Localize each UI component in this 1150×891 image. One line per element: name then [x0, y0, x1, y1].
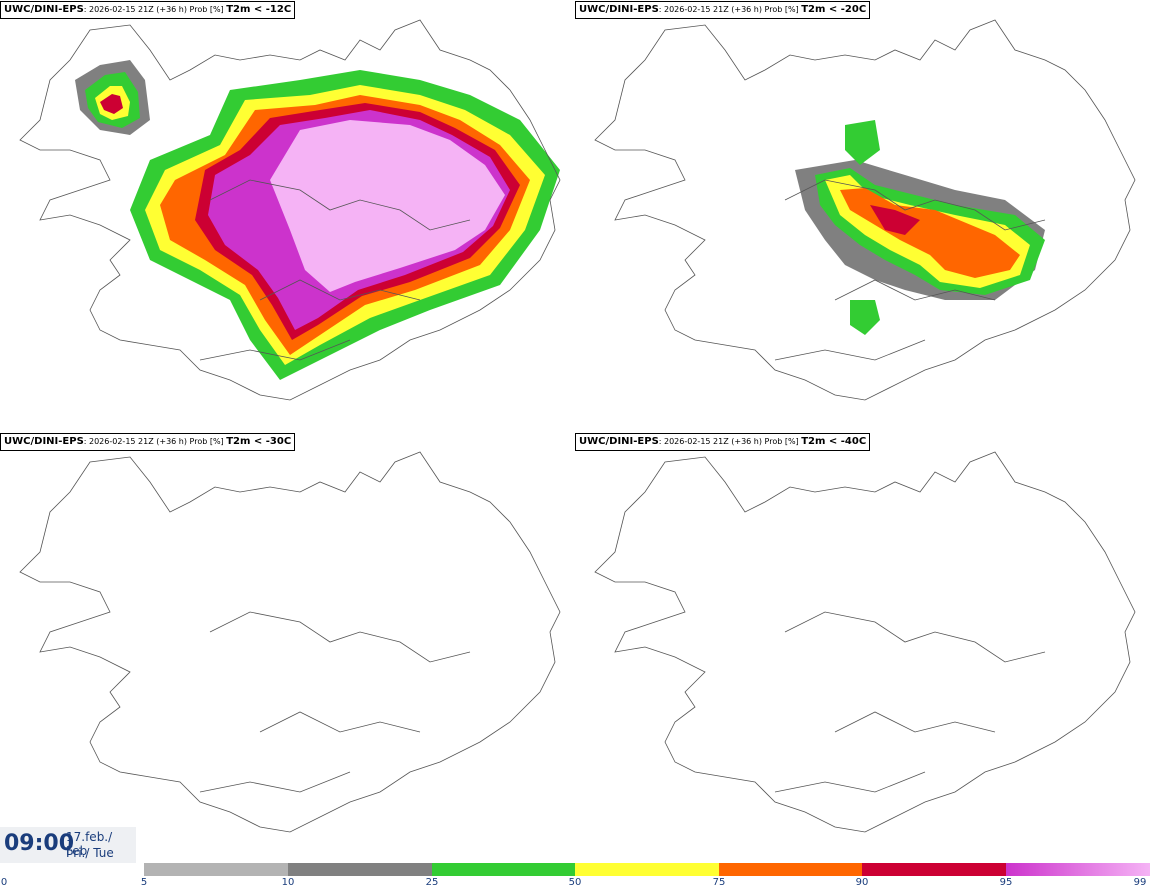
colorbar-tick: 10 [281, 877, 295, 888]
iceland-map [19, 19, 561, 401]
colorbar-tick: 25 [425, 877, 439, 888]
panel-title: UWC/DINI-EPS: 2026-02-15 21Z (+36 h) Pro… [575, 433, 871, 451]
valid-date-line1: 17.feb./ Feb [66, 830, 113, 858]
colorbar-segment [0, 863, 144, 876]
colorbar-segment [862, 863, 1006, 876]
panel-title: UWC/DINI-EPS: 2026-02-15 21Z (+36 h) Pro… [575, 1, 871, 19]
colorbar-segment [575, 863, 719, 876]
valid-time-clock: 09:00 [4, 831, 75, 856]
threshold-label: T2m < -30C [226, 436, 292, 447]
probability-field [795, 120, 1045, 335]
probability-field [75, 60, 560, 380]
run-description: : 2026-02-15 21Z (+36 h) Prob [%] [83, 437, 227, 446]
valid-date-line2: Þri./ Tue [66, 846, 114, 860]
iceland-map [594, 19, 1136, 401]
model-name: UWC/DINI-EPS [4, 436, 84, 447]
iceland-coastline [594, 19, 1136, 401]
map-panel-t2m-30: UWC/DINI-EPS: 2026-02-15 21Z (+36 h) Pro… [0, 432, 575, 862]
panel-title: UWC/DINI-EPS: 2026-02-15 21Z (+36 h) Pro… [0, 433, 296, 451]
iceland-coastline [19, 19, 561, 401]
threshold-label: T2m < -40C [801, 436, 867, 447]
model-name: UWC/DINI-EPS [579, 4, 659, 15]
run-description: : 2026-02-15 21Z (+36 h) Prob [%] [658, 437, 802, 446]
colorbar-tick: 75 [712, 877, 726, 888]
threshold-label: T2m < -12C [226, 4, 292, 15]
colorbar-segment [432, 863, 575, 876]
iceland-coastline [19, 451, 561, 833]
model-name: UWC/DINI-EPS [579, 436, 659, 447]
colorbar-tick: 0 [0, 877, 8, 888]
model-name: UWC/DINI-EPS [4, 4, 84, 15]
colorbar-segment [719, 863, 862, 876]
colorbar-segment [144, 863, 288, 876]
iceland-map [594, 451, 1136, 833]
valid-time-box: 09:00 17.feb./ Feb Þri./ Tue [0, 827, 136, 863]
run-description: : 2026-02-15 21Z (+36 h) Prob [%] [658, 5, 802, 14]
colorbar-segment [288, 863, 432, 876]
colorbar-tick: 90 [855, 877, 869, 888]
iceland-map [19, 451, 561, 833]
colorbar-tick: 95 [999, 877, 1013, 888]
colorbar-tick: 99 [1133, 877, 1147, 888]
threshold-label: T2m < -20C [801, 4, 867, 15]
map-panel-t2m-20: UWC/DINI-EPS: 2026-02-15 21Z (+36 h) Pro… [575, 0, 1150, 430]
map-panel-t2m-12: UWC/DINI-EPS: 2026-02-15 21Z (+36 h) Pro… [0, 0, 575, 430]
run-description: : 2026-02-15 21Z (+36 h) Prob [%] [83, 5, 227, 14]
colorbar-segment [1006, 863, 1150, 876]
panel-title: UWC/DINI-EPS: 2026-02-15 21Z (+36 h) Pro… [0, 1, 296, 19]
map-panel-t2m-40: UWC/DINI-EPS: 2026-02-15 21Z (+36 h) Pro… [575, 432, 1150, 862]
colorbar-tick: 5 [140, 877, 148, 888]
colorbar-tick: 50 [568, 877, 582, 888]
iceland-coastline [594, 451, 1136, 833]
